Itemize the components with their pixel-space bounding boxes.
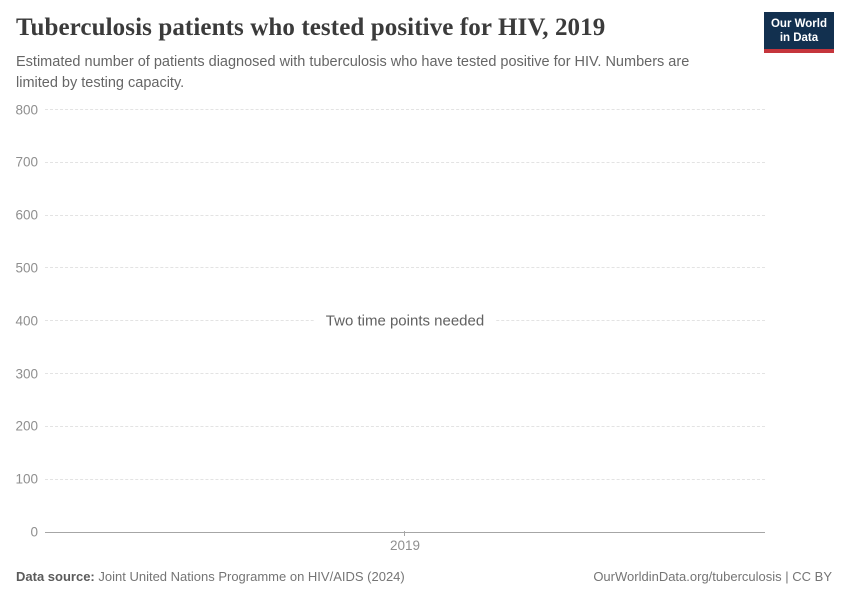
owid-logo-line1: Our World xyxy=(770,18,827,30)
y-tick-label: 100 xyxy=(15,471,38,487)
y-tick-label: 300 xyxy=(15,366,38,382)
footer-url-link[interactable]: OurWorldinData.org/tuberculosis xyxy=(593,569,782,584)
owid-logo-line2: in Data xyxy=(779,32,819,44)
y-tick-label: 500 xyxy=(15,260,38,276)
y-gridline xyxy=(45,161,765,163)
y-tick-label: 600 xyxy=(15,207,38,223)
footer-links: OurWorldinData.org/tuberculosis | CC BY xyxy=(593,569,832,584)
data-source-label: Data source: xyxy=(16,569,95,584)
owid-logo[interactable]: Our World in Data xyxy=(763,12,834,53)
chart-footer: Data source: Joint United Nations Progra… xyxy=(16,569,832,584)
y-tick-label: 200 xyxy=(15,418,38,434)
empty-chart-message: Two time points needed xyxy=(313,309,497,333)
y-gridline xyxy=(45,109,765,110)
y-gridline xyxy=(45,425,765,427)
y-tick-label: 400 xyxy=(15,313,38,329)
y-gridline xyxy=(45,373,765,375)
chart-subtitle: Estimated number of patients diagnosed w… xyxy=(16,54,690,91)
chart-title: Tuberculosis patients who tested positiv… xyxy=(16,14,606,41)
footer-license-link[interactable]: CC BY xyxy=(792,569,832,584)
y-tick-label: 800 xyxy=(15,102,38,117)
y-tick-label: 0 xyxy=(30,524,38,540)
x-axis-line xyxy=(45,531,765,533)
y-gridline xyxy=(45,267,765,269)
y-tick-label: 700 xyxy=(15,154,38,170)
footer-divider: | xyxy=(781,569,793,584)
data-source-line: Data source: Joint United Nations Progra… xyxy=(16,569,405,584)
x-tick-label: 2019 xyxy=(389,538,421,553)
data-source-value[interactable]: Joint United Nations Programme on HIV/AI… xyxy=(98,569,405,584)
y-gridline xyxy=(45,478,765,480)
y-gridline xyxy=(45,214,765,216)
x-axis-tick xyxy=(404,531,405,536)
